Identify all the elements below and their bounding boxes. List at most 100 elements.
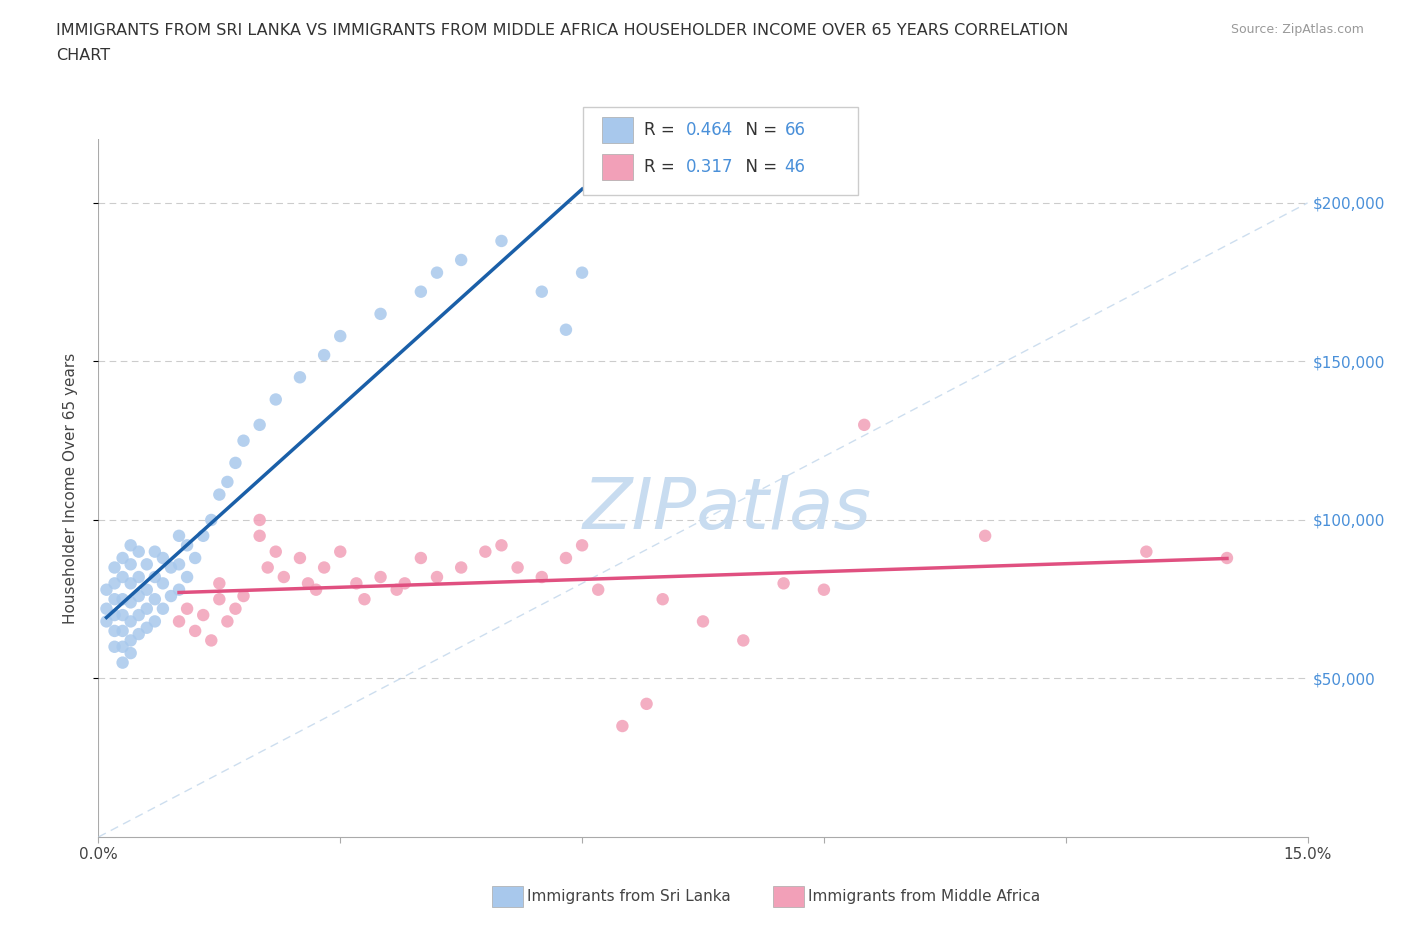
Point [249, 512, 271, 527]
Point [135, 602, 157, 617]
Point [120, 557, 142, 572]
Point [128, 607, 150, 622]
Point [184, 551, 207, 565]
Point [111, 607, 134, 622]
Point [1216, 551, 1239, 565]
Point [612, 719, 634, 734]
Point [264, 392, 287, 407]
Point [249, 528, 271, 543]
Point [143, 591, 166, 606]
Point [426, 569, 449, 584]
Point [143, 614, 166, 629]
Point [103, 560, 125, 575]
Text: R =: R = [644, 121, 681, 140]
Point [208, 576, 231, 591]
Text: CHART: CHART [56, 48, 110, 63]
Point [96, 614, 118, 629]
Point [111, 623, 134, 638]
Point [692, 614, 714, 629]
Point [853, 418, 876, 432]
Point [733, 633, 755, 648]
Point [474, 544, 496, 559]
Point [530, 569, 553, 584]
Point [394, 576, 416, 591]
Point [128, 544, 150, 559]
Text: 0.317: 0.317 [686, 158, 734, 177]
Point [530, 285, 553, 299]
Point [120, 595, 142, 610]
Point [184, 623, 207, 638]
Point [651, 591, 673, 606]
Point [314, 348, 336, 363]
Point [232, 589, 254, 604]
Text: 66: 66 [785, 121, 806, 140]
Point [167, 528, 190, 543]
Point [256, 560, 278, 575]
Point [217, 614, 239, 629]
Text: R =: R = [644, 158, 685, 177]
Point [111, 569, 134, 584]
Point [128, 589, 150, 604]
Point [120, 576, 142, 591]
Point [217, 474, 239, 489]
Point [772, 576, 794, 591]
Point [305, 582, 328, 597]
Point [232, 433, 254, 448]
Point [329, 328, 352, 343]
Point [314, 560, 336, 575]
Point [370, 307, 392, 322]
Point [208, 591, 231, 606]
Point [152, 576, 174, 591]
Point [586, 582, 609, 597]
Point [193, 528, 215, 543]
Point [264, 544, 287, 559]
Point [111, 639, 134, 654]
Point [555, 551, 578, 565]
Point [450, 560, 472, 575]
Point [152, 602, 174, 617]
Point [120, 633, 142, 648]
Point [160, 560, 183, 575]
Point [224, 456, 246, 471]
Point [491, 538, 513, 552]
Text: N =: N = [735, 121, 783, 140]
Point [193, 607, 215, 622]
Point [152, 551, 174, 565]
Point [167, 557, 190, 572]
Point [176, 538, 198, 552]
Text: IMMIGRANTS FROM SRI LANKA VS IMMIGRANTS FROM MIDDLE AFRICA HOUSEHOLDER INCOME OV: IMMIGRANTS FROM SRI LANKA VS IMMIGRANTS … [56, 23, 1069, 38]
Point [120, 614, 142, 629]
Point [167, 582, 190, 597]
Point [111, 656, 134, 671]
Point [120, 538, 142, 552]
Point [288, 551, 311, 565]
Point [370, 569, 392, 584]
Point [176, 602, 198, 617]
Point [200, 512, 222, 527]
Y-axis label: Householder Income Over 65 years: Householder Income Over 65 years [63, 352, 77, 624]
Point [344, 576, 367, 591]
Point [176, 569, 198, 584]
Point [96, 582, 118, 597]
Point [450, 253, 472, 268]
Point [385, 582, 408, 597]
Point [143, 544, 166, 559]
Point [103, 623, 125, 638]
Point [160, 589, 183, 604]
Point [571, 265, 593, 280]
Point [426, 265, 449, 280]
Point [974, 528, 997, 543]
Point [135, 557, 157, 572]
Point [288, 370, 311, 385]
Point [143, 569, 166, 584]
Point [167, 614, 190, 629]
Text: Immigrants from Middle Africa: Immigrants from Middle Africa [808, 889, 1040, 904]
Point [224, 602, 246, 617]
Point [273, 569, 295, 584]
Point [103, 576, 125, 591]
Point [103, 607, 125, 622]
Point [329, 544, 352, 559]
Point [208, 487, 231, 502]
Point [555, 323, 578, 338]
Text: ZIPatlas: ZIPatlas [582, 474, 872, 544]
